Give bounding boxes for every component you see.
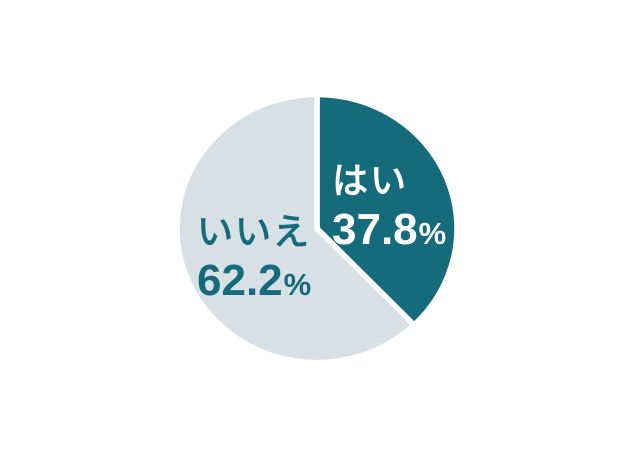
slice-label-yes: はい 37.8%: [332, 163, 446, 252]
slice-yes-value: 37.8: [332, 205, 418, 254]
slice-no-value: 62.2: [197, 256, 283, 305]
slice-no-category: いいえ: [197, 211, 312, 252]
slice-yes-percent-sign: %: [418, 216, 447, 251]
slice-no-percent-sign: %: [283, 267, 312, 302]
pie-slice-yes: [314, 91, 460, 328]
slice-label-no: いいえ 62.2%: [197, 214, 311, 303]
slice-no-value-line: 62.2%: [197, 259, 311, 303]
slice-yes-value-line: 37.8%: [332, 208, 446, 252]
pie-slice-no: [174, 91, 417, 366]
slice-yes-category: はい: [332, 160, 409, 201]
